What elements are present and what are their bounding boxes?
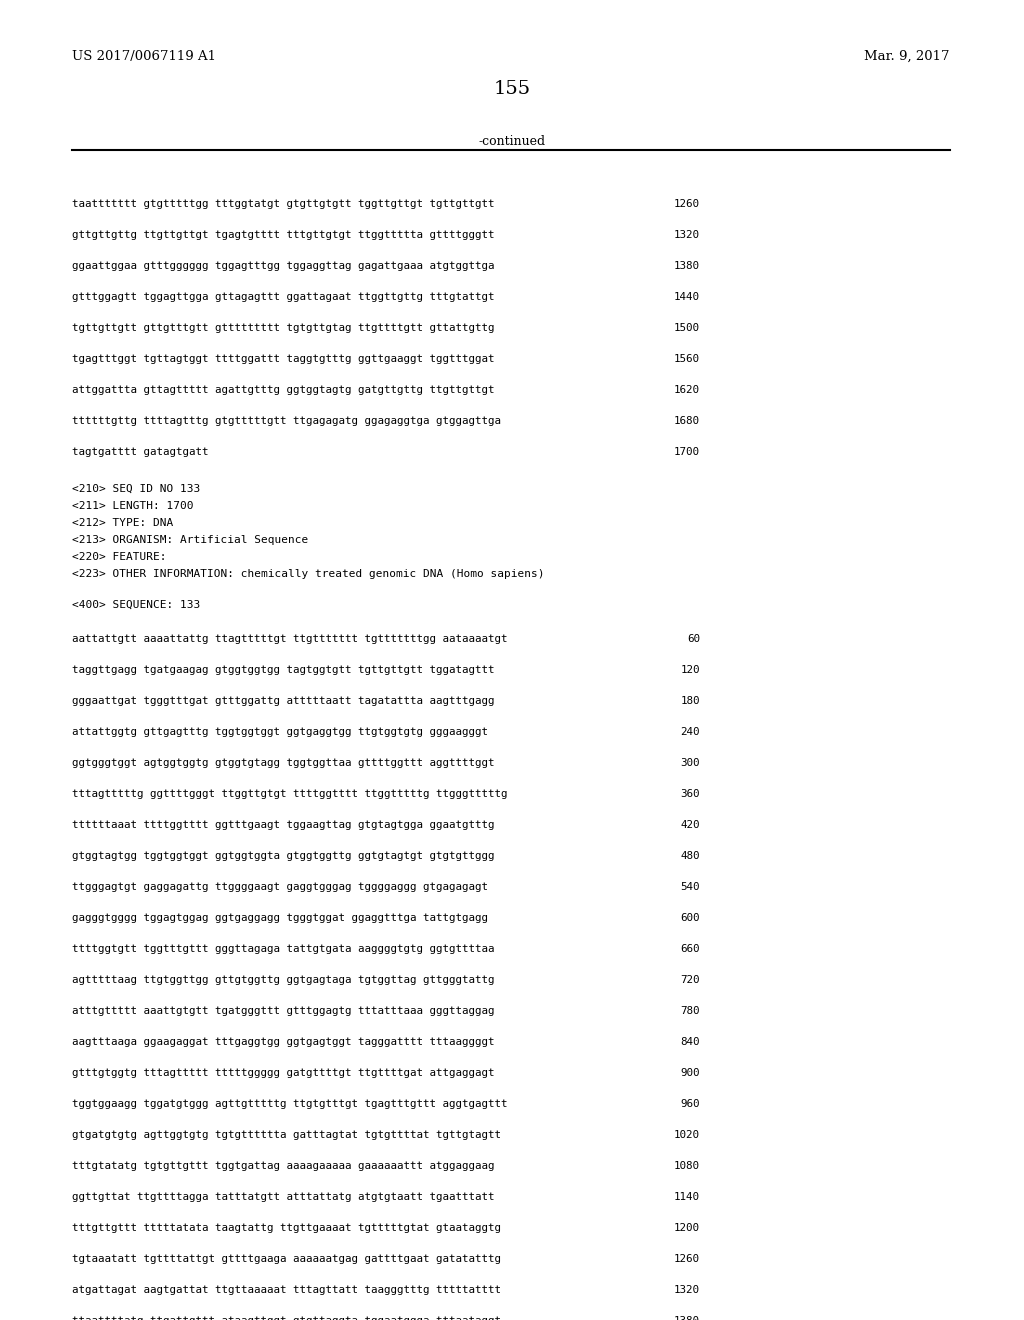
Text: 1320: 1320 — [674, 1284, 700, 1295]
Text: 420: 420 — [681, 820, 700, 830]
Text: taattttttt gtgtttttgg tttggtatgt gtgttgtgtt tggttgttgt tgttgttgtt: taattttttt gtgtttttgg tttggtatgt gtgttgt… — [72, 199, 495, 209]
Text: US 2017/0067119 A1: US 2017/0067119 A1 — [72, 50, 216, 63]
Text: 1320: 1320 — [674, 230, 700, 240]
Text: 120: 120 — [681, 665, 700, 675]
Text: gagggtgggg tggagtggag ggtgaggagg tgggtggat ggaggtttga tattgtgagg: gagggtgggg tggagtggag ggtgaggagg tgggtgg… — [72, 913, 488, 923]
Text: 900: 900 — [681, 1068, 700, 1078]
Text: ggaattggaa gtttgggggg tggagtttgg tggaggttag gagattgaaa atgtggttga: ggaattggaa gtttgggggg tggagtttgg tggaggt… — [72, 261, 495, 271]
Text: ggtgggtggt agtggtggtg gtggtgtagg tggtggttaa gttttggttt aggttttggt: ggtgggtggt agtggtggtg gtggtgtagg tggtggt… — [72, 758, 495, 768]
Text: tttagtttttg ggttttgggt ttggttgtgt ttttggtttt ttggtttttg ttgggtttttg: tttagtttttg ggttttgggt ttggttgtgt ttttgg… — [72, 789, 508, 799]
Text: gtttggagtt tggagttgga gttagagttt ggattagaat ttggttgttg tttgtattgt: gtttggagtt tggagttgga gttagagttt ggattag… — [72, 292, 495, 302]
Text: attattggtg gttgagtttg tggtggtggt ggtgaggtgg ttgtggtgtg gggaagggt: attattggtg gttgagtttg tggtggtggt ggtgagg… — [72, 727, 488, 737]
Text: tagtgatttt gatagtgatt: tagtgatttt gatagtgatt — [72, 447, 209, 457]
Text: 720: 720 — [681, 975, 700, 985]
Text: atttgttttt aaattgtgtt tgatgggttt gtttggagtg tttatttaaa gggttaggag: atttgttttt aaattgtgtt tgatgggttt gtttgga… — [72, 1006, 495, 1016]
Text: 1440: 1440 — [674, 292, 700, 302]
Text: attggattta gttagttttt agattgtttg ggtggtagtg gatgttgttg ttgttgttgt: attggattta gttagttttt agattgtttg ggtggta… — [72, 385, 495, 395]
Text: 480: 480 — [681, 851, 700, 861]
Text: 960: 960 — [681, 1098, 700, 1109]
Text: 1700: 1700 — [674, 447, 700, 457]
Text: 600: 600 — [681, 913, 700, 923]
Text: taggttgagg tgatgaagag gtggtggtgg tagtggtgtt tgttgttgtt tggatagttt: taggttgagg tgatgaagag gtggtggtgg tagtggt… — [72, 665, 495, 675]
Text: 1620: 1620 — [674, 385, 700, 395]
Text: 1500: 1500 — [674, 323, 700, 333]
Text: tttgtatatg tgtgttgttt tggtgattag aaaagaaaaa gaaaaaattt atggaggaag: tttgtatatg tgtgttgttt tggtgattag aaaagaa… — [72, 1160, 495, 1171]
Text: gtgatgtgtg agttggtgtg tgtgtttttta gatttagtat tgtgttttat tgttgtagtt: gtgatgtgtg agttggtgtg tgtgtttttta gattta… — [72, 1130, 501, 1140]
Text: 300: 300 — [681, 758, 700, 768]
Text: aattattgtt aaaattattg ttagtttttgt ttgttttttt tgtttttttgg aataaaatgt: aattattgtt aaaattattg ttagtttttgt ttgttt… — [72, 634, 508, 644]
Text: tttgttgttt tttttatata taagtattg ttgttgaaaat tgtttttgtat gtaataggtg: tttgttgttt tttttatata taagtattg ttgttgaa… — [72, 1222, 501, 1233]
Text: <400> SEQUENCE: 133: <400> SEQUENCE: 133 — [72, 599, 201, 610]
Text: 1080: 1080 — [674, 1160, 700, 1171]
Text: <210> SEQ ID NO 133: <210> SEQ ID NO 133 — [72, 484, 201, 494]
Text: ttttggtgtt tggtttgttt gggttagaga tattgtgata aaggggtgtg ggtgttttaa: ttttggtgtt tggtttgttt gggttagaga tattgtg… — [72, 944, 495, 954]
Text: 540: 540 — [681, 882, 700, 892]
Text: ttaattttatg ttgattgttt ataagttggt gtgttaggta tggaatggga tttaataggt: ttaattttatg ttgattgttt ataagttggt gtgtta… — [72, 1316, 501, 1320]
Text: ttttttaaat ttttggtttt ggtttgaagt tggaagttag gtgtagtgga ggaatgtttg: ttttttaaat ttttggtttt ggtttgaagt tggaagt… — [72, 820, 495, 830]
Text: -continued: -continued — [478, 135, 546, 148]
Text: tgttgttgtt gttgtttgtt gttttttttt tgtgttgtag ttgttttgtt gttattgttg: tgttgttgtt gttgtttgtt gttttttttt tgtgttg… — [72, 323, 495, 333]
Text: Mar. 9, 2017: Mar. 9, 2017 — [864, 50, 950, 63]
Text: 1020: 1020 — [674, 1130, 700, 1140]
Text: 840: 840 — [681, 1038, 700, 1047]
Text: 155: 155 — [494, 81, 530, 98]
Text: gtggtagtgg tggtggtggt ggtggtggta gtggtggttg ggtgtagtgt gtgtgttggg: gtggtagtgg tggtggtggt ggtggtggta gtggtgg… — [72, 851, 495, 861]
Text: 180: 180 — [681, 696, 700, 706]
Text: tgtaaatatt tgttttattgt gttttgaaga aaaaaatgag gattttgaat gatatatttg: tgtaaatatt tgttttattgt gttttgaaga aaaaaa… — [72, 1254, 501, 1265]
Text: <213> ORGANISM: Artificial Sequence: <213> ORGANISM: Artificial Sequence — [72, 535, 308, 545]
Text: tgagtttggt tgttagtggt ttttggattt taggtgtttg ggttgaaggt tggtttggat: tgagtttggt tgttagtggt ttttggattt taggtgt… — [72, 354, 495, 364]
Text: 1260: 1260 — [674, 199, 700, 209]
Text: 1560: 1560 — [674, 354, 700, 364]
Text: 1680: 1680 — [674, 416, 700, 426]
Text: <220> FEATURE:: <220> FEATURE: — [72, 552, 167, 562]
Text: ttttttgttg ttttagtttg gtgtttttgtt ttgagagatg ggagaggtga gtggagttga: ttttttgttg ttttagtttg gtgtttttgtt ttgaga… — [72, 416, 501, 426]
Text: tggtggaagg tggatgtggg agttgtttttg ttgtgtttgt tgagtttgttt aggtgagttt: tggtggaagg tggatgtggg agttgtttttg ttgtgt… — [72, 1098, 508, 1109]
Text: <211> LENGTH: 1700: <211> LENGTH: 1700 — [72, 502, 194, 511]
Text: agtttttaag ttgtggttgg gttgtggttg ggtgagtaga tgtggttag gttgggtattg: agtttttaag ttgtggttgg gttgtggttg ggtgagt… — [72, 975, 495, 985]
Text: 1380: 1380 — [674, 261, 700, 271]
Text: ttgggagtgt gaggagattg ttggggaagt gaggtgggag tggggaggg gtgagagagt: ttgggagtgt gaggagattg ttggggaagt gaggtgg… — [72, 882, 488, 892]
Text: <212> TYPE: DNA: <212> TYPE: DNA — [72, 519, 173, 528]
Text: 660: 660 — [681, 944, 700, 954]
Text: 1260: 1260 — [674, 1254, 700, 1265]
Text: 240: 240 — [681, 727, 700, 737]
Text: atgattagat aagtgattat ttgttaaaaat tttagttatt taagggtttg tttttatttt: atgattagat aagtgattat ttgttaaaaat tttagt… — [72, 1284, 501, 1295]
Text: ggttgttat ttgttttagga tatttatgtt atttattatg atgtgtaatt tgaatttatt: ggttgttat ttgttttagga tatttatgtt atttatt… — [72, 1192, 495, 1203]
Text: gtttgtggtg tttagttttt tttttggggg gatgttttgt ttgttttgat attgaggagt: gtttgtggtg tttagttttt tttttggggg gatgttt… — [72, 1068, 495, 1078]
Text: 1200: 1200 — [674, 1222, 700, 1233]
Text: 780: 780 — [681, 1006, 700, 1016]
Text: gttgttgttg ttgttgttgt tgagtgtttt tttgttgtgt ttggttttta gttttgggtt: gttgttgttg ttgttgttgt tgagtgtttt tttgttg… — [72, 230, 495, 240]
Text: 360: 360 — [681, 789, 700, 799]
Text: gggaattgat tgggtttgat gtttggattg atttttaatt tagatattta aagtttgagg: gggaattgat tgggtttgat gtttggattg attttta… — [72, 696, 495, 706]
Text: 1140: 1140 — [674, 1192, 700, 1203]
Text: 60: 60 — [687, 634, 700, 644]
Text: aagtttaaga ggaagaggat tttgaggtgg ggtgagtggt tagggatttt tttaaggggt: aagtttaaga ggaagaggat tttgaggtgg ggtgagt… — [72, 1038, 495, 1047]
Text: 1380: 1380 — [674, 1316, 700, 1320]
Text: <223> OTHER INFORMATION: chemically treated genomic DNA (Homo sapiens): <223> OTHER INFORMATION: chemically trea… — [72, 569, 545, 579]
